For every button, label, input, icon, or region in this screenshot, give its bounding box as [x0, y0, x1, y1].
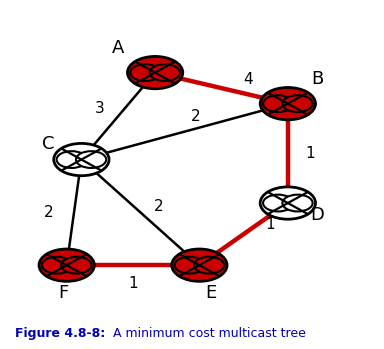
Ellipse shape: [260, 88, 316, 120]
Text: 2: 2: [43, 205, 53, 220]
Ellipse shape: [54, 143, 109, 176]
Ellipse shape: [263, 195, 293, 211]
Text: A minimum cost multicast tree: A minimum cost multicast tree: [109, 327, 306, 340]
Ellipse shape: [42, 257, 72, 274]
Text: F: F: [58, 284, 68, 302]
Text: 4: 4: [244, 72, 253, 87]
Ellipse shape: [172, 249, 227, 281]
Text: 1: 1: [305, 146, 315, 161]
Ellipse shape: [150, 64, 180, 81]
Ellipse shape: [130, 64, 161, 81]
Ellipse shape: [61, 257, 91, 274]
Ellipse shape: [194, 257, 224, 274]
Text: 3: 3: [95, 101, 105, 116]
Text: A: A: [112, 39, 124, 57]
Ellipse shape: [263, 95, 293, 112]
Ellipse shape: [76, 151, 106, 168]
Text: 1: 1: [128, 276, 138, 291]
Text: 2: 2: [191, 109, 200, 124]
Text: C: C: [42, 135, 55, 153]
Ellipse shape: [56, 151, 87, 168]
Text: 2: 2: [154, 199, 164, 214]
Ellipse shape: [39, 249, 94, 281]
Ellipse shape: [175, 257, 205, 274]
Text: D: D: [310, 207, 324, 224]
Ellipse shape: [260, 187, 316, 219]
Ellipse shape: [282, 95, 313, 112]
Text: 1: 1: [265, 217, 275, 232]
Ellipse shape: [127, 57, 183, 89]
Text: Figure 4.8-8:: Figure 4.8-8:: [15, 327, 106, 340]
Text: B: B: [311, 70, 323, 88]
Text: E: E: [205, 284, 216, 302]
Ellipse shape: [282, 195, 313, 211]
